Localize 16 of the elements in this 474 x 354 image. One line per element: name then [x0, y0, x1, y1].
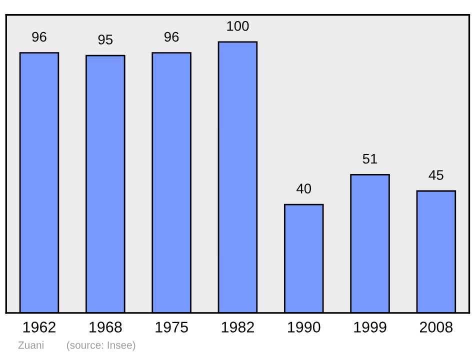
x-tick-label: 1999 [354, 322, 386, 332]
x-tick-label: 2008 [420, 322, 453, 332]
x-tick-label: 1975 [156, 322, 188, 332]
x-tick-label: 1990 [288, 322, 320, 332]
text: Zuani [18, 341, 44, 349]
data-label: 96 [32, 32, 46, 42]
data-label: 100 [227, 21, 249, 31]
data-label: 51 [362, 154, 378, 164]
x-tick-label: 1982 [222, 322, 254, 332]
data-label: 40 [296, 184, 312, 194]
data-label: 96 [164, 32, 179, 42]
data-label: 45 [428, 170, 444, 180]
data-label: 95 [98, 34, 113, 44]
x-tick-label: 1968 [90, 322, 122, 332]
text: (source: Insee) [67, 341, 136, 351]
x-tick-label: 1962 [23, 322, 56, 332]
